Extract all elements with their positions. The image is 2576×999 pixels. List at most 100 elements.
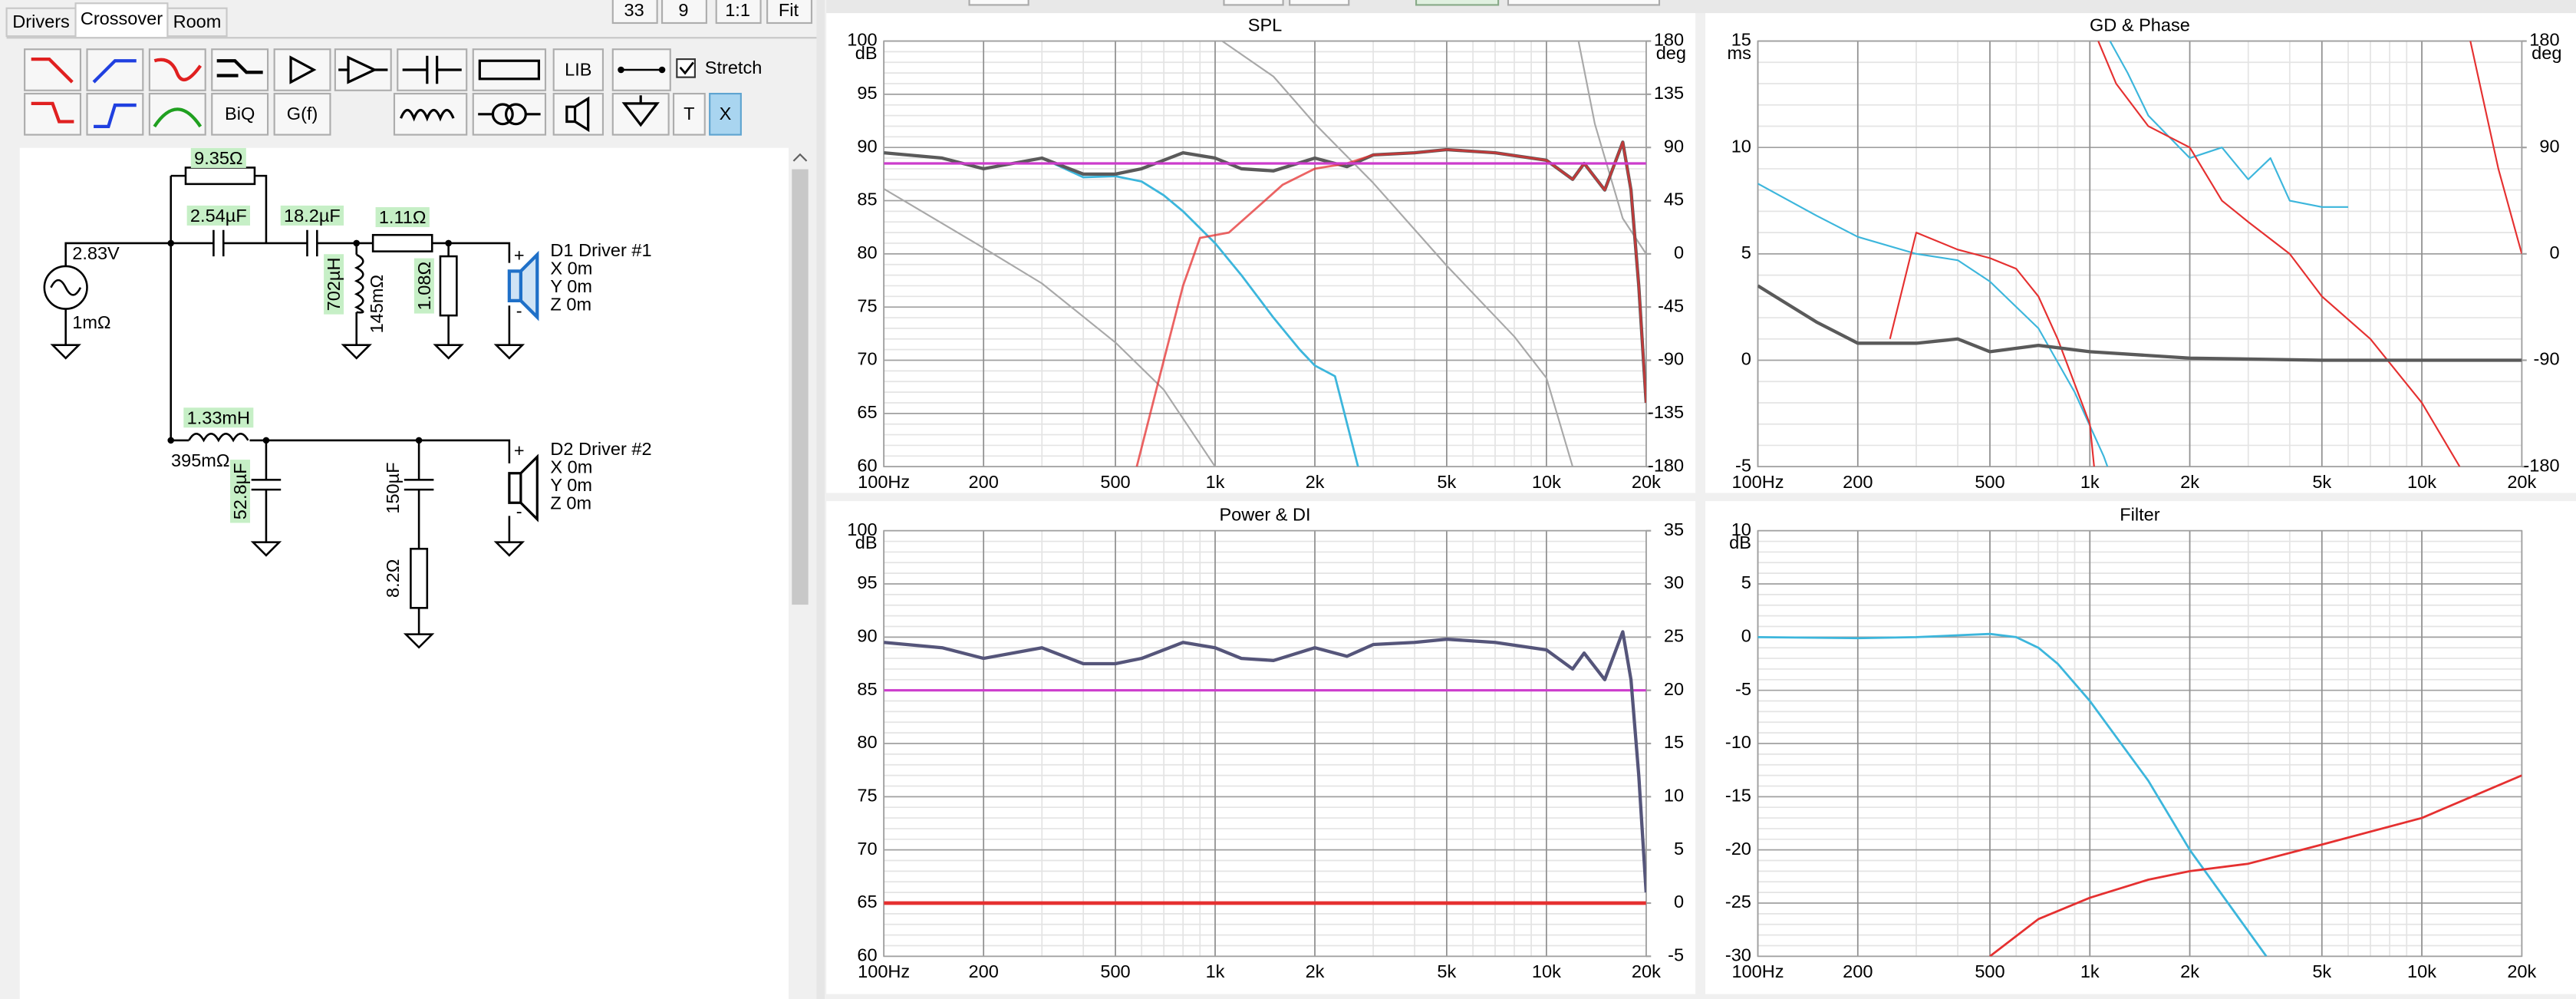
inductor[interactable] [354, 253, 364, 314]
capacitor[interactable] [404, 479, 434, 491]
driver-2[interactable] [508, 453, 539, 523]
y2-tick-label: 20 [1664, 679, 1684, 699]
button[interactable] [715, 0, 762, 25]
component-value: 1mΩ [72, 312, 110, 332]
x-tick-label: 2k [1306, 472, 1325, 492]
icon [289, 55, 317, 84]
y-tick-label: 75 [857, 786, 877, 806]
capacitor[interactable] [212, 229, 225, 257]
y-tick-label: 5 [1741, 242, 1751, 262]
tab-active[interactable] [74, 2, 169, 39]
control[interactable] [1415, 0, 1500, 6]
stretch-checkbox[interactable] [676, 58, 696, 78]
series-line [1757, 632, 2268, 957]
x-tick-label: 200 [969, 961, 999, 981]
y-tick-label: -15 [1725, 786, 1751, 806]
button-label: G(f) [287, 104, 318, 124]
button-label: Fit [779, 0, 799, 20]
buffer-button[interactable] [273, 48, 331, 91]
resistor[interactable] [410, 547, 429, 609]
chart-panel: -30 -25 -20 -15 -10 -5 0 5 10 100Hz 200 500 1k 2k 5k 10… [1705, 501, 2576, 994]
voltage-source[interactable] [43, 265, 88, 310]
lowpass-button[interactable] [24, 48, 82, 91]
schematic [43, 166, 539, 649]
button[interactable] [766, 0, 813, 25]
y2-tick-label: 180 [2529, 30, 2559, 50]
chart-toolbar [826, 0, 2576, 14]
label-highlight [190, 147, 246, 168]
y-tick-label: -5 [1735, 455, 1751, 475]
x-tick-label: 10k [2407, 472, 2436, 492]
y-tick-label: -20 [1725, 839, 1751, 859]
function-button[interactable] [273, 92, 331, 136]
highpass-button[interactable] [86, 92, 144, 136]
x-tick-label: 2k [2180, 961, 2199, 981]
inductor[interactable] [188, 433, 249, 443]
resistor-button[interactable] [472, 48, 547, 91]
x-tick-label: 1k [1206, 472, 1225, 492]
x-tick-label: 200 [1843, 472, 1873, 492]
capacitor[interactable] [251, 479, 282, 491]
y2-tick-label: 90 [1664, 136, 1684, 156]
control[interactable] [1223, 0, 1284, 6]
icon [153, 58, 203, 82]
driver-button[interactable] [552, 92, 604, 136]
y-tick-label: 10 [1731, 136, 1751, 156]
component-value: 395mΩ [171, 450, 230, 470]
label-highlight [230, 460, 251, 523]
control[interactable] [1507, 0, 1661, 6]
text-button[interactable] [672, 92, 706, 136]
x-tick-label: 100Hz [858, 961, 910, 981]
tab-label: Room [173, 12, 222, 31]
label-highlight [375, 207, 430, 228]
schematic-labels: 9.35Ω 2.54µF 18.2µF 1.11Ω 2.83V 1mΩ 702µH 145mΩ… [72, 147, 652, 598]
y-tick-label: 65 [857, 892, 877, 912]
y-tick-label: 70 [857, 839, 877, 859]
capacitor[interactable] [306, 229, 318, 257]
x-tick-label: 500 [1975, 472, 2004, 492]
button-label: T [684, 104, 694, 124]
component-value: 1.08Ω [414, 262, 434, 310]
scroll-up[interactable] [792, 153, 808, 162]
button-label: 33 [624, 0, 644, 20]
resistor[interactable] [184, 166, 256, 186]
bandpass-button[interactable] [148, 92, 206, 136]
y2-tick-label: 25 [1664, 626, 1684, 646]
label-highlight [413, 258, 434, 314]
x-tick-label: 100Hz [1731, 961, 1784, 981]
button[interactable] [660, 0, 707, 25]
lowpass-button[interactable] [24, 92, 82, 136]
icon [400, 108, 455, 122]
y-tick-label: 0 [1741, 349, 1751, 369]
splitter [816, 0, 825, 999]
plot-border [883, 529, 1647, 958]
highpass-button[interactable] [86, 48, 144, 91]
shelf-button[interactable] [211, 48, 269, 91]
driver-1[interactable] [507, 250, 539, 321]
control[interactable] [968, 0, 1029, 6]
scrollbar-thumb[interactable] [792, 169, 809, 605]
plot-border [1757, 529, 2523, 958]
panel-background [1705, 501, 2576, 994]
tab[interactable] [166, 7, 228, 38]
control[interactable] [1289, 0, 1350, 6]
button-label: 1:1 [725, 0, 750, 20]
y2-tick-label: 35 [1664, 519, 1684, 539]
y-tick-label: 80 [857, 242, 877, 262]
x-tick-label: 5k [2312, 472, 2331, 492]
resistor[interactable] [439, 255, 458, 317]
component-label: 395mΩ [171, 450, 230, 470]
x-tick-label: 10k [1532, 961, 1561, 981]
library-button[interactable] [552, 48, 604, 91]
icon [658, 66, 666, 74]
chart-panel: 60 65 70 75 80 85 90 95 100 -180 -135 -90 -45 0 45 90 13… [826, 13, 1696, 493]
y-unit: dB [855, 532, 878, 552]
button[interactable] [611, 0, 658, 25]
y-tick-label: 90 [857, 626, 877, 646]
delete-button[interactable] [709, 92, 742, 136]
resistor[interactable] [371, 233, 433, 252]
biquad-button[interactable] [211, 92, 269, 136]
icon [621, 95, 660, 127]
toolbar: BiQ G(f) T X [24, 92, 742, 136]
top-buttons: 33 9 1:1 Fit [611, 0, 813, 25]
